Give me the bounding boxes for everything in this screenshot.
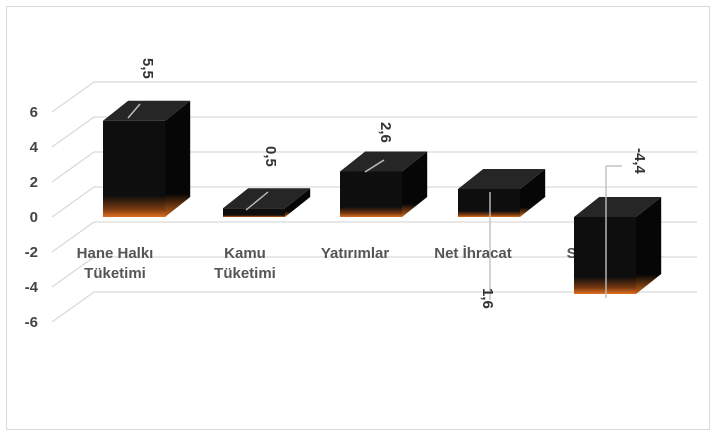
y-tick-label: -2	[25, 244, 38, 261]
category-label: Yatırımlar	[321, 245, 390, 262]
bar-front	[458, 189, 520, 217]
leader-line	[127, 103, 141, 119]
bar-side	[285, 188, 311, 217]
bar	[458, 169, 546, 217]
y-tick-label: 6	[30, 104, 38, 121]
bar	[103, 100, 191, 217]
bar-top	[223, 188, 311, 209]
bar-top	[103, 100, 191, 121]
bar-top	[340, 151, 428, 172]
bar-front	[340, 171, 402, 217]
gridline	[51, 81, 697, 113]
y-tick-label: -6	[25, 314, 38, 331]
gridline	[51, 256, 697, 288]
bar	[340, 151, 428, 217]
gridline	[51, 221, 697, 253]
category-label: Net İhracat	[434, 245, 512, 262]
category-label: Kamu	[224, 245, 266, 262]
gridline	[51, 151, 697, 183]
gridline	[51, 116, 697, 148]
bars	[103, 100, 662, 294]
category-label: Tüketimi	[84, 265, 146, 282]
bar-front	[223, 208, 285, 217]
bar-front	[574, 217, 636, 294]
data-label-group: 5,5	[127, 58, 156, 119]
gridlines	[51, 81, 697, 323]
data-label-group: -4,4	[605, 148, 648, 298]
data-label: 0,5	[262, 146, 279, 167]
y-tick-label: 2	[30, 174, 38, 191]
data-label: -4,4	[631, 148, 648, 175]
bar-side	[402, 151, 428, 217]
bar-side	[636, 197, 662, 294]
data-label: 1,6	[479, 288, 496, 309]
bar	[574, 197, 662, 294]
bar-side	[520, 169, 546, 217]
data-labels: 5,5 0,5 2,6 1,6 -4,4	[127, 58, 648, 309]
gridline	[51, 291, 697, 323]
leader-line	[364, 159, 385, 173]
y-axis-ticks: 6 4 2 0 -2 -4 -6	[25, 104, 39, 331]
y-tick-label: 0	[30, 209, 38, 226]
bar-top	[458, 169, 546, 189]
category-label: Hane Halkı	[77, 245, 154, 262]
data-label-group: 0,5	[245, 146, 279, 211]
x-axis-categories: Hane Halkı Tüketimi Kamu Tüketimi Yatırımlar…	[77, 245, 618, 282]
bar	[223, 188, 311, 217]
data-label: 2,6	[377, 122, 394, 143]
bar-front	[103, 120, 165, 217]
category-label: Tüketimi	[214, 265, 276, 282]
data-label-group: 2,6	[364, 122, 394, 173]
data-label-group: 1,6	[479, 192, 496, 309]
bar-top	[574, 197, 662, 217]
data-label: 5,5	[139, 58, 156, 79]
y-tick-label: -4	[25, 279, 39, 296]
bar-side	[165, 100, 191, 217]
y-tick-label: 4	[30, 139, 39, 156]
leader-line	[245, 191, 269, 211]
